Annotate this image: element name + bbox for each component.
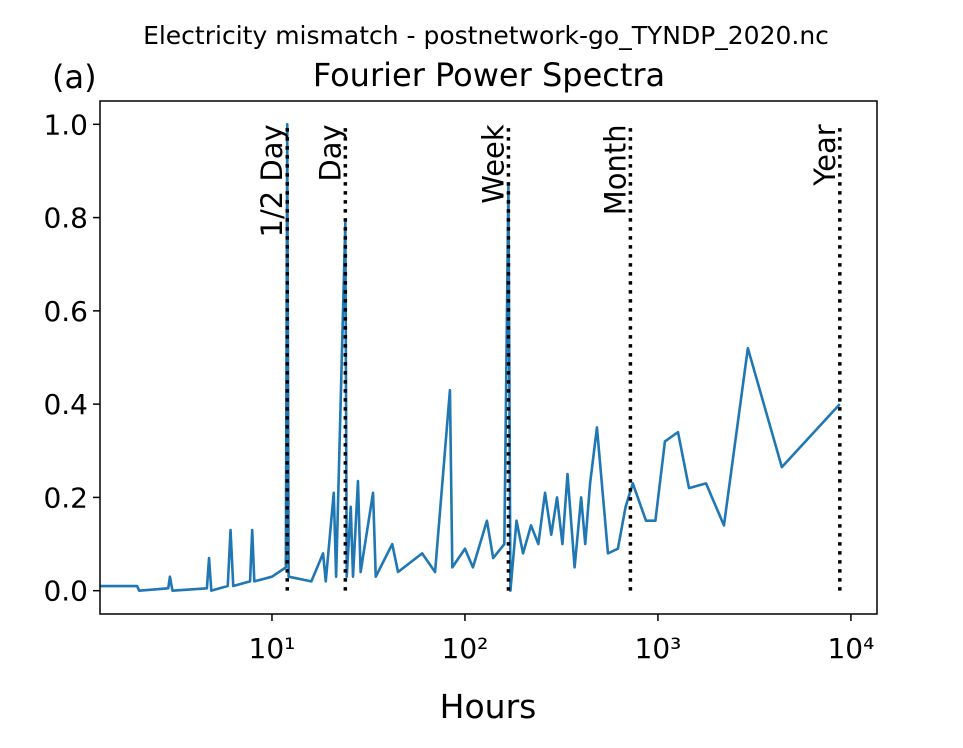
x-tick-label: 10³ xyxy=(635,632,682,665)
plot-content xyxy=(100,123,841,592)
y-tick-label: 1.0 xyxy=(43,108,88,141)
spectrum-line xyxy=(100,123,841,592)
suptitle: Electricity mismatch - postnetwork-go_TY… xyxy=(143,21,829,50)
panel-label: (a) xyxy=(52,58,97,96)
y-tick-label: 0.8 xyxy=(43,202,88,235)
period-label: Year xyxy=(808,124,842,186)
y-tick-label: 0.6 xyxy=(43,295,88,328)
plot-frame xyxy=(99,100,878,615)
chart-title: Fourier Power Spectra xyxy=(313,56,665,94)
y-tick-label: 0.4 xyxy=(43,388,88,421)
period-label: Month xyxy=(598,124,632,215)
x-tick-label: 10² xyxy=(442,632,489,665)
x-axis-label: Hours xyxy=(440,687,537,726)
x-tick-label: 10⁴ xyxy=(827,632,874,665)
y-tick-label: 0.2 xyxy=(43,481,88,514)
period-label: 1/2 Day xyxy=(255,124,289,237)
period-label: Day xyxy=(313,124,347,181)
period-label: Week xyxy=(476,124,510,204)
x-tick-label: 10¹ xyxy=(249,632,296,665)
y-tick-label: 0.0 xyxy=(43,575,88,608)
